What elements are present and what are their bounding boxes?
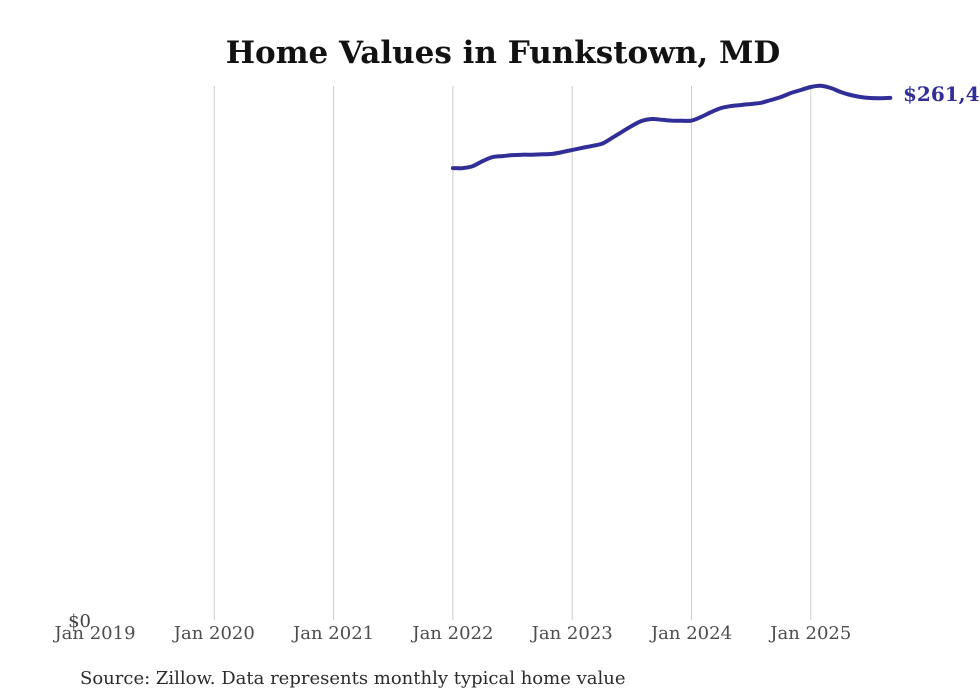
x-tick-label: Jan 2023 (530, 623, 613, 644)
x-tick-label: Jan 2021 (291, 623, 374, 644)
chart-title: Home Values in Funkstown, MD (226, 35, 780, 71)
x-tick-label: Jan 2019 (52, 623, 135, 644)
latest-value-label: $261,451 (903, 82, 980, 106)
x-tick-label: Jan 2024 (649, 623, 732, 644)
x-tick-label: Jan 2022 (410, 623, 493, 644)
x-axis-tick-labels: Jan 2019 Jan 2020 Jan 2021 Jan 2022 Jan 2023… (52, 623, 851, 644)
y-axis-zero-label: $0 (68, 611, 91, 632)
vertical-gridlines (213, 86, 812, 620)
source-note: Source: Zillow. Data represents monthly … (80, 668, 626, 689)
x-tick-label: Jan 2025 (768, 623, 851, 644)
x-tick-label: Jan 2020 (172, 623, 255, 644)
home-value-line-series (450, 83, 893, 171)
